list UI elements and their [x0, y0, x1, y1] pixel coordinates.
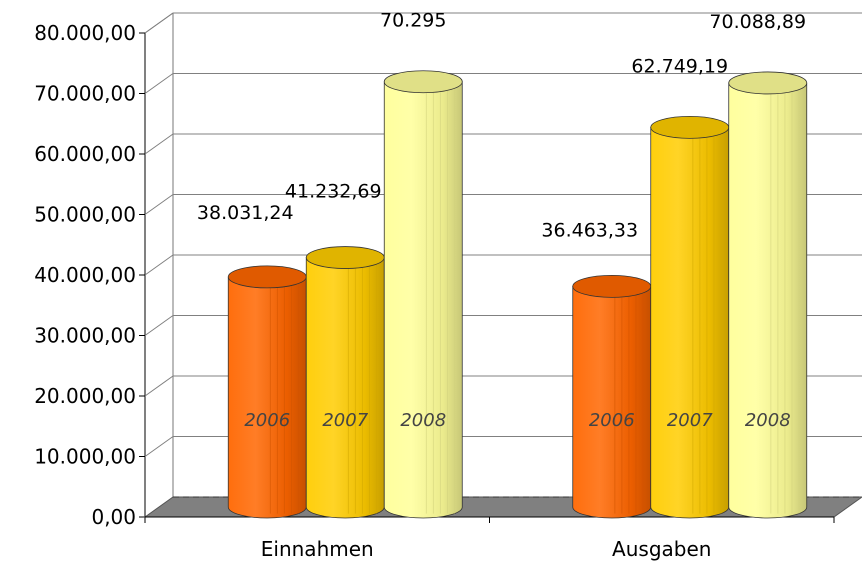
series-label: 2007 — [322, 410, 368, 431]
bar-top — [650, 115, 730, 139]
category-label-ausgaben: Ausgaben — [612, 537, 711, 561]
y-tick-label: 20.000,00 — [34, 384, 136, 408]
bar-einnahmen-2007: 2007 — [305, 246, 385, 519]
series-label: 2008 — [745, 410, 791, 431]
y-tick-label: 0,00 — [91, 505, 136, 529]
y-tick-label: 30.000,00 — [34, 324, 136, 348]
series-label: 2007 — [667, 410, 713, 431]
category-label-einnahmen: Einnahmen — [261, 537, 374, 561]
y-axis-tick-labels: 0,00 10.000,00 20.000,00 30.000,00 40.000,00… — [34, 21, 136, 529]
bars: 2006 2007 2008 2006 2007 2008 38.031,2441.232,… — [197, 10, 808, 519]
bar-top — [572, 274, 652, 298]
bar-ausgaben-2006: 2006 — [572, 274, 652, 519]
y-tick-label: 50.000,00 — [34, 203, 136, 227]
y-tick-label: 60.000,00 — [34, 142, 136, 166]
y-tick-label: 40.000,00 — [34, 263, 136, 287]
series-label: 2006 — [244, 410, 290, 431]
data-label: 36.463,33 — [541, 219, 638, 241]
bar-top — [383, 70, 463, 94]
data-label: 62.749,19 — [631, 55, 728, 77]
bar-ausgaben-2007: 2007 — [650, 115, 730, 519]
bar-top — [305, 246, 385, 269]
bar-ausgaben-2008: 2008 — [728, 71, 808, 519]
data-label: 70.088,89 — [709, 11, 806, 33]
bar-einnahmen-2008: 2008 — [383, 70, 463, 519]
series-label: 2008 — [400, 410, 446, 431]
bar-top — [227, 265, 307, 289]
y-tick-label: 70.000,00 — [34, 82, 136, 106]
data-label: 70.295 — [380, 10, 446, 32]
data-label: 41.232,69 — [285, 181, 382, 203]
data-label: 38.031,24 — [197, 202, 294, 224]
y-tick-label: 10.000,00 — [34, 445, 136, 469]
series-label: 2006 — [589, 410, 635, 431]
y-tick-label: 80.000,00 — [34, 21, 136, 45]
category-labels: Einnahmen Ausgaben — [261, 537, 712, 561]
bar-einnahmen-2006: 2006 — [227, 265, 307, 519]
bar-top — [728, 71, 808, 95]
